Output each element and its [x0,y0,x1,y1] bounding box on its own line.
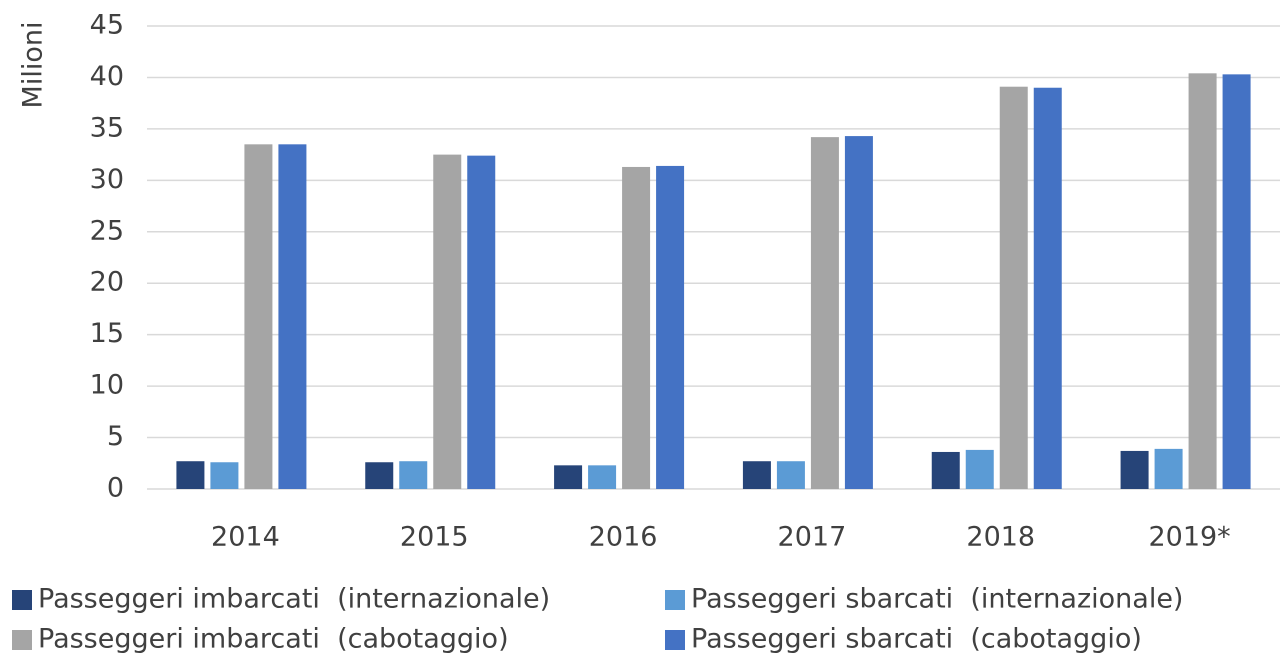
bar [742,461,771,489]
x-tick-label: 2017 [778,522,847,553]
bar [467,155,496,489]
y-tick-label: 40 [90,61,124,92]
y-tick-label: 25 [90,215,124,246]
x-tick-label: 2016 [589,522,658,553]
bar [1033,87,1062,489]
bar [656,165,685,489]
legend-label: Passeggeri imbarcati (internazionale) [38,584,550,615]
bar [365,462,394,489]
y-tick-label: 35 [90,112,124,143]
y-tick-label: 15 [90,318,124,349]
y-tick-label: 5 [107,421,124,452]
y-tick-label: 20 [90,267,124,298]
bar [1188,73,1217,489]
y-tick-label: 45 [90,10,124,41]
y-axis-label: Milioni [18,22,49,109]
bar [278,144,307,490]
bar [399,461,428,489]
legend-swatch [12,590,32,610]
bar [776,461,805,489]
bar [176,461,205,489]
legend-label: Passeggeri imbarcati (cabotaggio) [38,624,509,655]
x-tick-label: 2015 [400,522,469,553]
x-tick-label: 2019* [1148,522,1230,553]
bar [965,449,994,489]
legend-label: Passeggeri sbarcati (internazionale) [691,584,1183,615]
y-tick-label: 0 [107,473,124,504]
bar [210,462,239,489]
bar [244,144,273,490]
legend-swatch [665,590,685,610]
bar [588,465,617,489]
bar [931,451,960,489]
bar [844,136,873,489]
y-tick-label: 30 [90,164,124,195]
bar [1222,74,1251,489]
bar [433,154,462,489]
x-tick-label: 2018 [966,522,1035,553]
y-tick-label: 10 [90,370,124,401]
bar [810,137,839,489]
legend-label: Passeggeri sbarcati (cabotaggio) [691,624,1142,655]
legend-swatch [665,630,685,650]
bar [554,465,583,489]
x-tick-label: 2014 [211,522,280,553]
bar [1120,450,1149,489]
bar [999,86,1028,490]
bar [1154,448,1183,489]
bar [622,166,651,490]
legend-swatch [12,630,32,650]
